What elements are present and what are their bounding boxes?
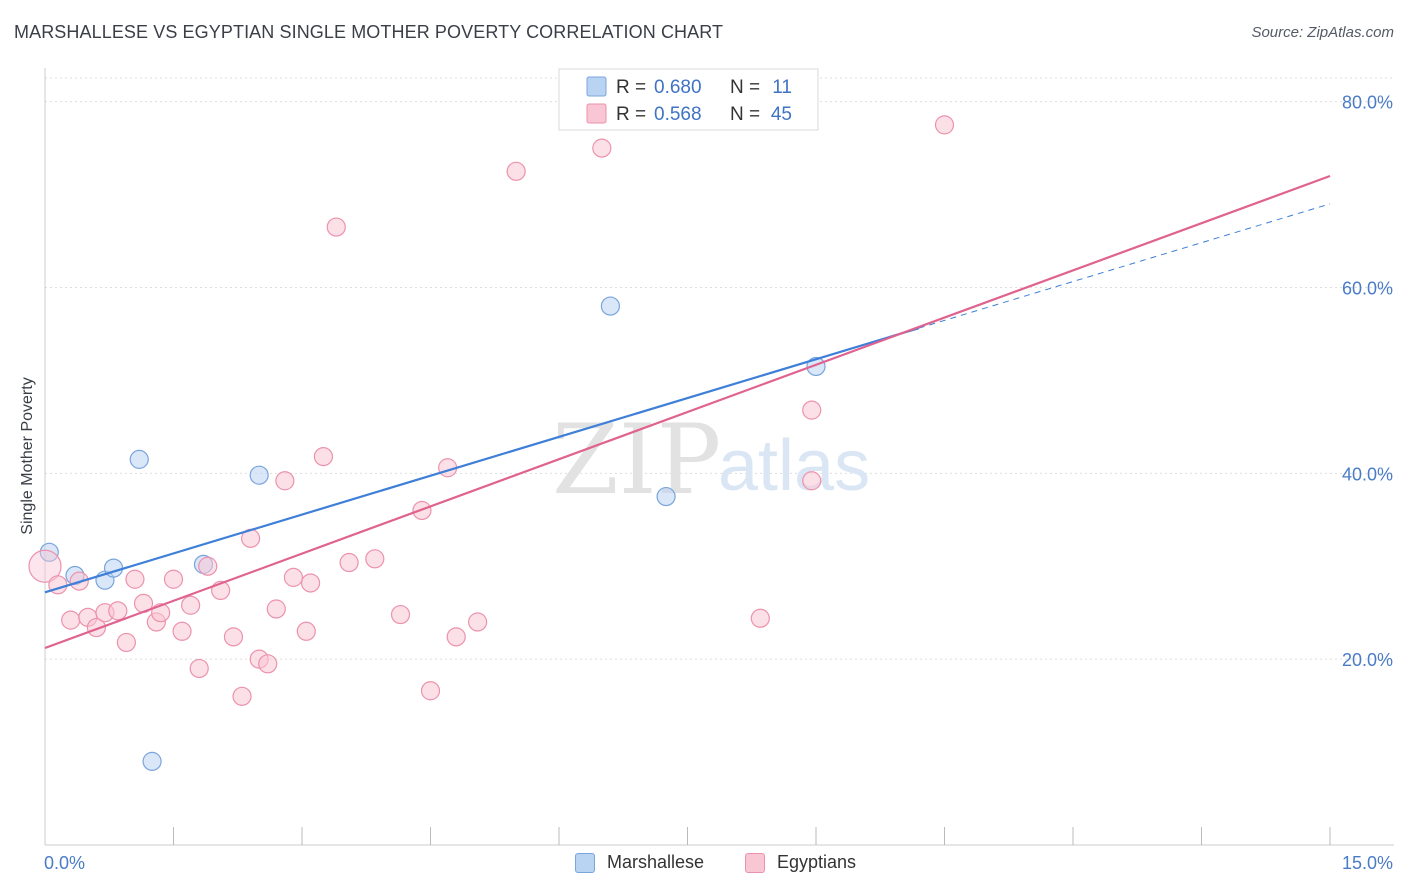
legend-label-marshallese: Marshallese <box>607 852 705 872</box>
egyptians-point <box>116 632 136 653</box>
egyptians-point <box>258 654 278 674</box>
egyptians-point <box>446 627 466 647</box>
egyptians-point <box>365 549 385 569</box>
egyptians-point <box>468 612 488 632</box>
egyptians-point <box>266 599 286 619</box>
watermark: ZIP atlas <box>552 404 870 516</box>
y-tick-label: 60.0% <box>1342 278 1393 298</box>
egyptians-point <box>802 400 822 420</box>
egyptians-point <box>275 471 295 491</box>
trend-lines <box>44 174 1331 650</box>
marshallese-trend-line <box>44 327 920 594</box>
egyptians-point <box>313 446 334 467</box>
egyptians-swatch <box>586 103 607 124</box>
egyptians-point <box>198 556 218 576</box>
egyptians-point <box>172 621 192 641</box>
stat-r-value: 0.680 <box>654 77 702 98</box>
egyptians-point <box>390 604 411 625</box>
y-tick-label: 80.0% <box>1342 93 1393 113</box>
egyptians-point <box>181 595 201 615</box>
egyptians-point <box>802 471 822 491</box>
marshallese-trend-extension <box>918 203 1331 329</box>
x-tick-label: 0.0% <box>44 853 85 873</box>
egyptians-point <box>125 569 145 589</box>
source-label: Source: ZipAtlas.com <box>1251 24 1394 41</box>
axes <box>44 68 1394 846</box>
egyptians-point <box>326 217 346 237</box>
egyptians-point <box>28 549 62 583</box>
egyptians-legend-swatch <box>745 852 765 873</box>
watermark-zip: ZIP <box>552 404 721 516</box>
stat-n-label: N = <box>730 77 760 98</box>
egyptians-point <box>750 608 770 628</box>
stats-legend: R = 0.680 N = 11 R = 0.568 N = 45 <box>558 68 819 131</box>
stat-r-value: 0.568 <box>654 104 702 125</box>
marshallese-swatch <box>586 76 607 97</box>
marshallese-point <box>600 296 621 316</box>
marshallese-point <box>142 751 162 771</box>
egyptians-trend-line <box>44 174 1331 650</box>
stat-n-value: 45 <box>771 104 792 125</box>
egyptians-point <box>86 617 107 638</box>
marshallese-point <box>656 486 676 507</box>
bottom-legend: Marshallese Egyptians <box>0 852 1406 878</box>
egyptians-point <box>506 161 526 181</box>
legend-item-marshallese: Marshallese <box>575 852 704 873</box>
stat-n-value: 11 <box>772 77 792 98</box>
stat-n-label: N = <box>730 104 760 125</box>
egyptians-point <box>223 627 244 647</box>
egyptians-point <box>300 573 321 593</box>
legend-item-egyptians: Egyptians <box>745 852 856 873</box>
marshallese-point <box>129 449 149 469</box>
egyptians-point <box>283 567 304 587</box>
marshallese-point <box>249 465 269 485</box>
egyptians-point <box>108 601 128 621</box>
stat-r-label: R = <box>616 104 646 125</box>
egyptians-point <box>61 610 81 630</box>
egyptians-point <box>420 681 441 701</box>
chart-title: MARSHALLESE VS EGYPTIAN SINGLE MOTHER PO… <box>14 22 724 42</box>
y-tick-label: 20.0% <box>1342 650 1393 670</box>
tick-labels: 20.0% 40.0% 60.0% 80.0% 0.0% 15.0% <box>44 93 1393 873</box>
egyptians-point <box>592 138 612 158</box>
legend-label-egyptians: Egyptians <box>777 852 857 872</box>
marshallese-point <box>806 356 826 377</box>
egyptians-point <box>163 569 184 589</box>
gridlines <box>45 77 1394 660</box>
marshallese-legend-swatch <box>575 852 595 873</box>
egyptians-point <box>189 658 209 679</box>
y-tick-label: 40.0% <box>1342 464 1393 484</box>
marshallese-point <box>39 542 59 562</box>
watermark-atlas: atlas <box>718 426 870 506</box>
stat-r-label: R = <box>616 77 646 98</box>
egyptians-point <box>339 552 359 573</box>
egyptians-point <box>232 686 252 706</box>
egyptians-point <box>934 115 955 135</box>
data-points <box>28 115 955 771</box>
egyptians-point <box>296 621 316 641</box>
x-tick-label: 15.0% <box>1342 853 1393 873</box>
